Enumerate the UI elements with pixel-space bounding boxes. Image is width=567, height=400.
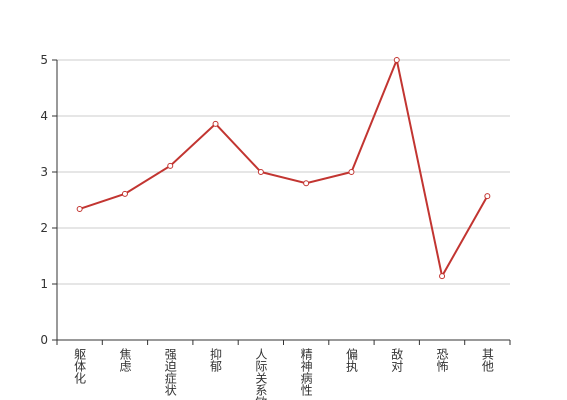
point [303, 180, 310, 187]
y-tick-label: 5 [40, 53, 48, 67]
point [257, 169, 264, 175]
y-tick-label: 3 [40, 165, 48, 179]
x-tick-label: 人际关系敏感 [254, 348, 268, 400]
y-tick-label: 1 [40, 277, 48, 291]
x-tick-label: 焦虑 [118, 348, 132, 372]
point [212, 120, 219, 127]
y-tick-label: 0 [40, 333, 48, 347]
x-tick-label: 敌对 [390, 347, 404, 372]
x-tick-label: 抑郁 [209, 347, 223, 373]
point [439, 273, 446, 280]
line [79, 56, 489, 279]
point [167, 162, 174, 169]
point [121, 190, 128, 197]
x-tick-label: 精神病性 [299, 348, 313, 397]
point [484, 193, 491, 200]
y-tick-label: 2 [40, 221, 48, 235]
x-tick-label: 强迫症状 [163, 348, 177, 396]
point [348, 169, 355, 175]
y-tick-label: 4 [40, 109, 48, 123]
x-tick-label: 恐怖 [435, 348, 449, 372]
point [76, 205, 83, 212]
x-tick-label: 其他 [480, 348, 494, 372]
x-tick-label: 躯体化 [73, 347, 87, 385]
point [393, 57, 400, 63]
x-tick-label: 偏执 [344, 347, 358, 373]
